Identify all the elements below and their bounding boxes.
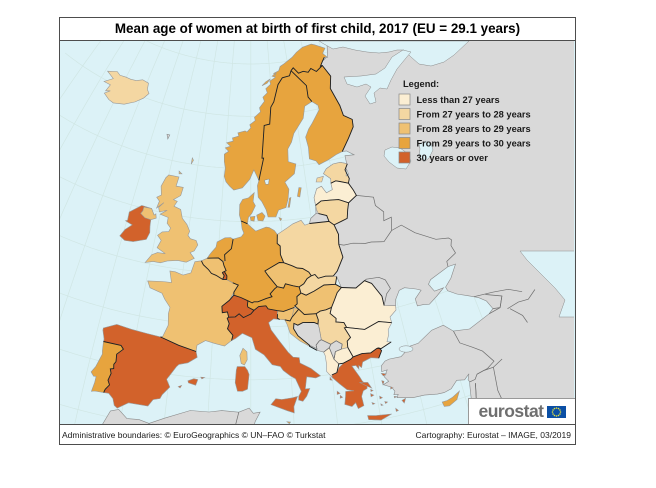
svg-text:From 29 years to 30 years: From 29 years to 30 years bbox=[417, 139, 531, 149]
svg-text:Less than 27 years: Less than 27 years bbox=[417, 95, 500, 105]
svg-text:From 28 years to 29 years: From 28 years to 29 years bbox=[417, 124, 531, 134]
svg-text:Legend:: Legend: bbox=[403, 79, 439, 89]
svg-text:30 years or over: 30 years or over bbox=[417, 153, 489, 163]
svg-text:From 27 years to 28 years: From 27 years to 28 years bbox=[417, 110, 531, 120]
